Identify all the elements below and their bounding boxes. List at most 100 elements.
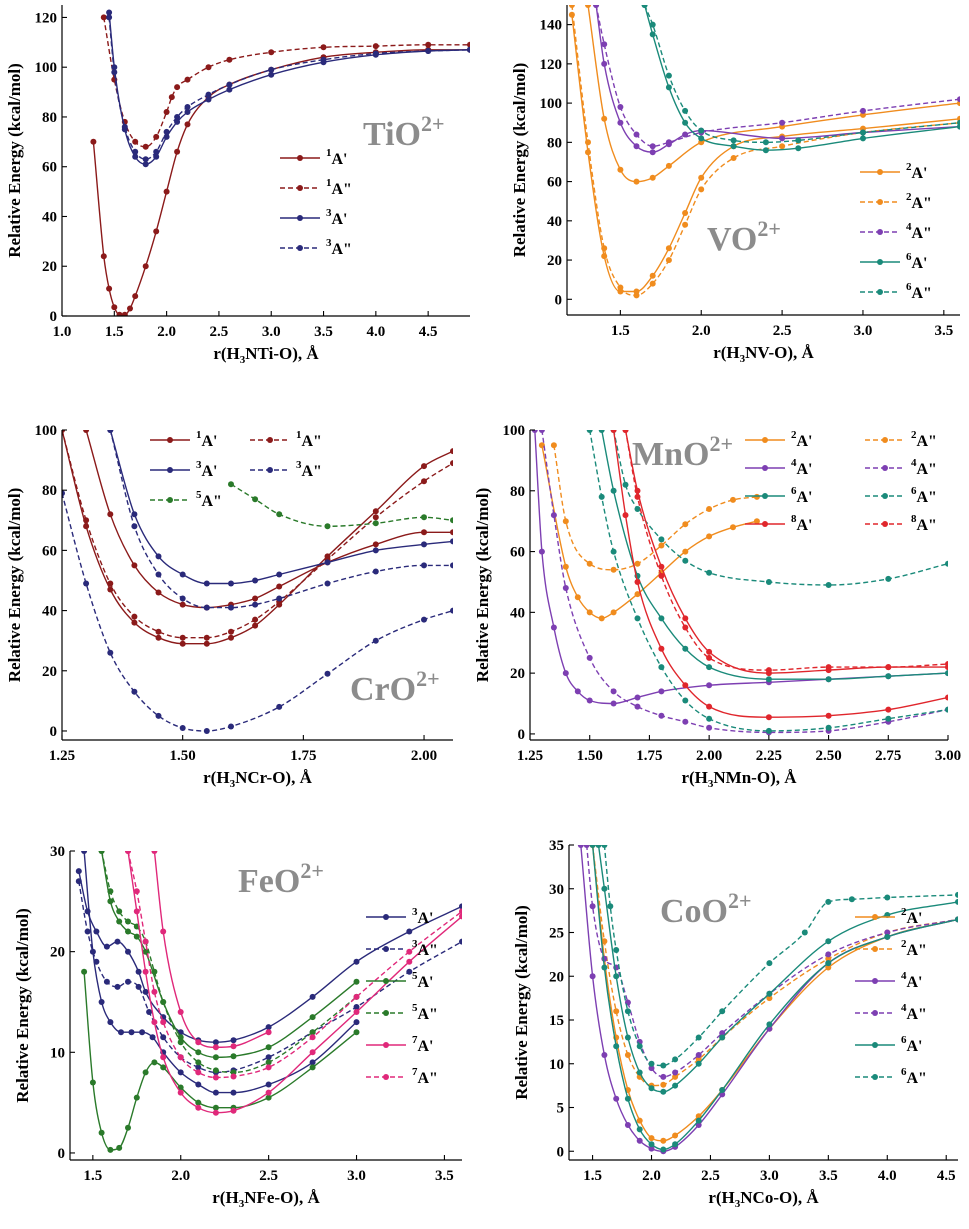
data-point: [421, 541, 427, 548]
data-point: [179, 640, 186, 647]
data-point: [658, 536, 665, 543]
legend-entry: 7A': [366, 1034, 434, 1055]
data-point: [174, 148, 181, 155]
data-point: [309, 1059, 316, 1066]
legend-label: 1A": [326, 177, 352, 198]
legend-label: 8A": [911, 513, 937, 534]
data-point: [957, 119, 960, 126]
legend-marker: [872, 1010, 878, 1016]
data-point: [93, 928, 100, 935]
data-point: [730, 137, 737, 144]
y-tick-label: 30: [549, 882, 564, 898]
data-point: [184, 104, 191, 110]
data-point: [133, 888, 140, 895]
y-tick-label: 0: [518, 727, 526, 743]
data-point: [682, 107, 689, 114]
data-point: [636, 1137, 643, 1144]
data-point: [184, 121, 191, 128]
data-point: [706, 715, 713, 722]
data-point: [601, 885, 608, 892]
data-point: [121, 123, 128, 130]
data-point: [682, 548, 689, 555]
data-point: [212, 1054, 219, 1061]
legend-entry: 3A": [280, 237, 352, 258]
legend-marker: [882, 521, 888, 527]
data-point: [601, 938, 608, 945]
series-tio-0: [90, 46, 470, 316]
data-point: [131, 523, 138, 530]
data-point: [825, 964, 832, 971]
data-point: [107, 580, 114, 587]
series-vo-1: [568, 5, 960, 299]
series-group: [531, 430, 948, 736]
data-point: [131, 688, 138, 695]
data-point: [682, 119, 689, 126]
data-point: [601, 115, 608, 122]
legend: 2A' 2A" 4A' 4A" 6A' 6A" 8A' 8A": [745, 429, 937, 534]
panel-coo: 1.5 2.0 2.5 3.0 3.5 4.0 4.5 0 5 10 15 20 25 30 35 r(H3N…: [512, 838, 958, 1210]
y-tick-label: 60: [42, 160, 57, 176]
data-point: [177, 1054, 184, 1061]
data-point: [406, 948, 413, 955]
x-tick-label: 2.0: [171, 1168, 190, 1184]
legend-label: 2A": [906, 191, 932, 212]
data-point: [648, 1065, 655, 1072]
legend-entry: 2A": [855, 938, 927, 959]
y-tick-label: 10: [50, 1045, 65, 1061]
data-point: [672, 1141, 679, 1148]
data-point: [634, 615, 641, 622]
data-point: [885, 715, 892, 722]
data-point: [265, 1089, 272, 1096]
data-point: [636, 1043, 643, 1050]
data-point: [226, 81, 233, 88]
data-point: [634, 591, 641, 598]
legend-entry: 2A": [860, 191, 932, 212]
data-point: [203, 634, 210, 641]
data-point: [155, 634, 162, 641]
legend-label: 8A': [791, 513, 813, 534]
series-coo-4: [595, 845, 958, 1095]
legend-entry: 5A": [150, 489, 222, 510]
series-cro-6: [228, 481, 453, 530]
data-point: [601, 845, 608, 848]
data-point: [885, 706, 892, 713]
data-point: [89, 948, 96, 955]
data-point: [698, 186, 705, 193]
data-point: [610, 430, 617, 433]
y-tick-label: 60: [510, 545, 525, 561]
legend-entry: 3A': [280, 207, 348, 228]
data-point: [825, 938, 832, 945]
x-tick-label: 1.5: [83, 1168, 102, 1184]
data-point: [228, 481, 234, 488]
data-point: [885, 664, 892, 671]
series-feo-6: [125, 851, 462, 1116]
data-point: [309, 1049, 316, 1056]
series-mno-6: [586, 430, 948, 734]
data-point: [131, 619, 138, 626]
legend-label: 7A': [412, 1034, 434, 1055]
series-feo-7: [125, 851, 462, 1081]
data-point: [884, 894, 891, 901]
data-point: [62, 490, 65, 497]
molecule-label: FeO2+: [238, 858, 324, 900]
data-point: [406, 958, 413, 965]
data-point: [698, 174, 705, 181]
legend-entry: 6A': [860, 251, 928, 272]
data-point: [860, 129, 866, 136]
data-point: [372, 520, 379, 527]
data-point: [682, 557, 689, 564]
data-point: [75, 878, 82, 885]
data-point: [125, 928, 131, 935]
legend-entry: 1A': [150, 429, 218, 450]
legend-label: 6A': [906, 251, 928, 272]
data-point: [268, 66, 275, 73]
data-point: [633, 292, 640, 299]
series-line: [109, 430, 453, 585]
data-point: [212, 1089, 219, 1096]
data-point: [353, 1004, 360, 1010]
y-tick-label: 35: [549, 838, 564, 854]
data-point: [252, 622, 259, 629]
data-point: [111, 69, 118, 76]
series-feo-8: [151, 851, 272, 1051]
data-point: [205, 64, 212, 71]
